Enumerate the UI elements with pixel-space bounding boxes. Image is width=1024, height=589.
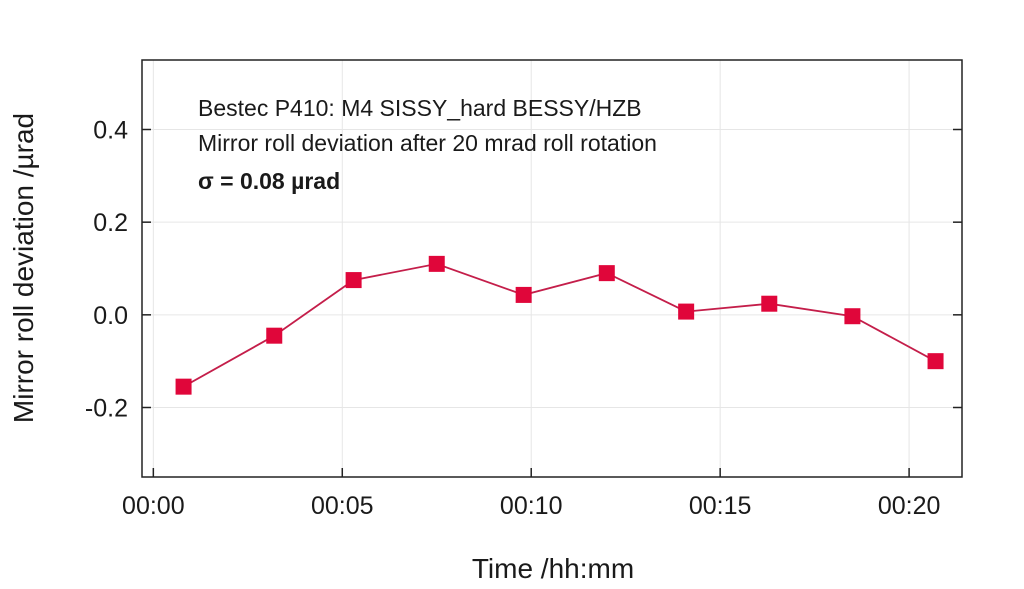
data-point-marker <box>175 378 192 395</box>
data-series <box>175 255 944 395</box>
annotation-sigma: σ = 0.08 µrad <box>198 168 340 194</box>
x-tick-label: 00:20 <box>878 492 941 520</box>
series-line <box>183 262 936 388</box>
data-point-marker <box>345 272 362 289</box>
x-tick-label: 00:05 <box>311 492 374 520</box>
x-tick-label: 00:15 <box>689 492 752 520</box>
data-point-marker <box>844 308 861 325</box>
x-tick-label: 00:00 <box>122 492 185 520</box>
y-axis-title: Mirror roll deviation /µrad <box>8 113 39 423</box>
y-tick-label: 0.2 <box>93 209 128 237</box>
data-point-marker <box>761 295 778 312</box>
data-point-marker <box>428 255 445 272</box>
data-point-marker <box>598 265 615 282</box>
tick-labels: 00:00 00:05 00:10 00:15 00:20 0.4 0.2 0.0 -0.2 <box>85 117 940 521</box>
data-point-marker <box>515 286 532 303</box>
x-axis-title: Time /hh:mm <box>472 553 634 584</box>
annotation-title: Bestec P410: M4 SISSY_hard BESSY/HZB <box>198 95 642 121</box>
data-point-marker <box>927 353 944 370</box>
x-tick-label: 00:10 <box>500 492 563 520</box>
grid-lines <box>142 60 962 477</box>
data-point-marker <box>266 327 283 344</box>
y-tick-label: 0.0 <box>93 302 128 330</box>
y-tick-label: -0.2 <box>85 395 128 423</box>
data-point-marker <box>678 303 695 320</box>
axis-ticks <box>142 128 962 477</box>
annotation-subtitle: Mirror roll deviation after 20 mrad roll… <box>198 130 657 156</box>
y-tick-label: 0.4 <box>93 117 128 145</box>
plot-frame <box>141 59 963 478</box>
